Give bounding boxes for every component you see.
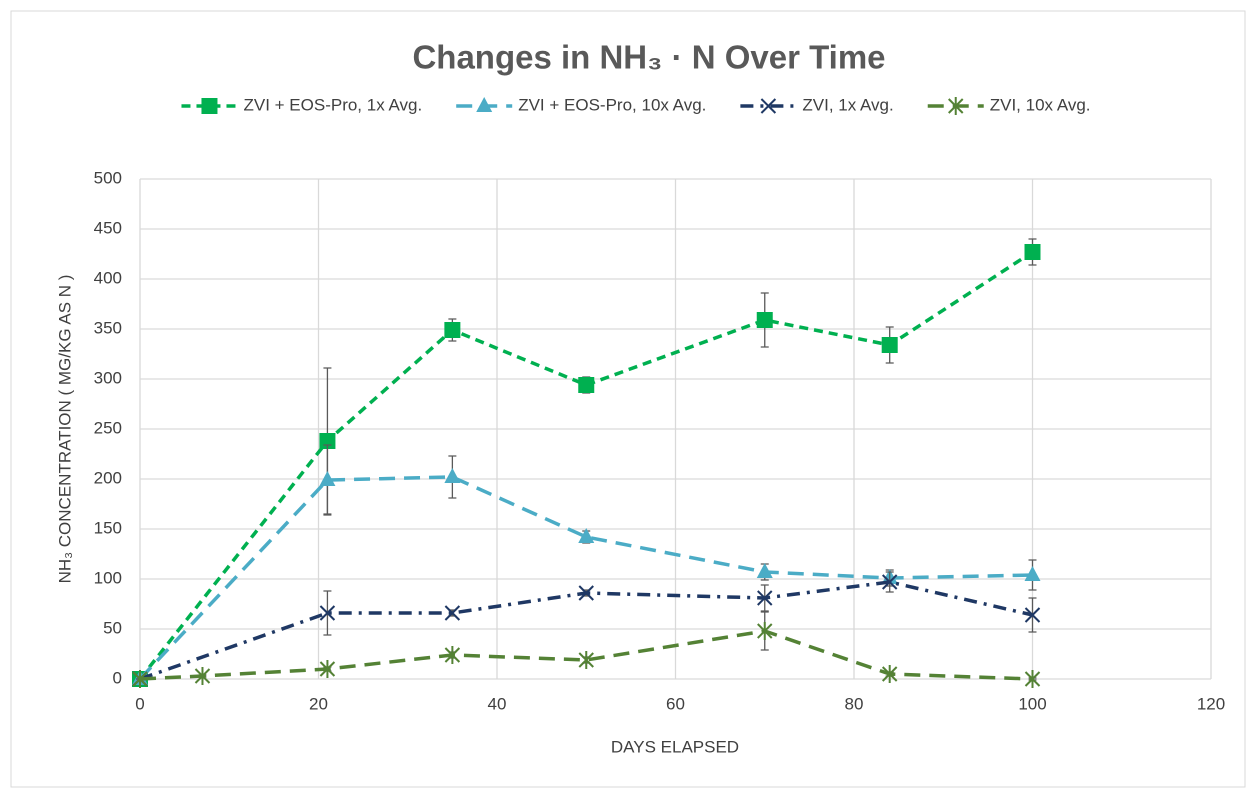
marker-shape [444,468,461,483]
marker-shape [444,322,461,338]
marker [194,667,211,685]
marker-shape [444,646,461,664]
marker [444,468,461,483]
marker-shape [881,574,898,590]
legend-label: ZVI, 1x Avg. [802,95,893,114]
marker [132,670,148,688]
marker-shape [1024,607,1041,623]
x-tick-label: 40 [488,694,507,713]
legend-item: ZVI + EOS-Pro, 10x Avg. [456,95,706,114]
marker-shape [1024,244,1041,260]
x-axis-label: DAYS ELAPSED [611,737,739,756]
chart-frame [10,10,1246,788]
y-tick-label: 0 [113,668,122,687]
marker [881,337,898,353]
chart-title: Changes in NH₃ · N Over Time [412,39,885,76]
marker-shape [476,97,493,112]
marker [757,622,773,640]
y-tick-label: 400 [94,268,122,287]
y-tick-label: 100 [94,568,122,587]
marker-shape [756,312,773,328]
marker-shape [1024,670,1041,688]
marker [756,563,773,578]
y-tick-label: 350 [94,318,122,337]
marker-shape [194,667,211,685]
legend-label: ZVI + EOS-Pro, 1x Avg. [243,95,422,114]
marker [476,97,493,112]
marker-shape [201,98,218,114]
marker [1024,566,1041,581]
x-tick-label: 60 [666,694,685,713]
x-tick-label: 80 [845,694,864,713]
marker-shape [757,590,773,606]
marker [1024,670,1041,688]
marker-shape [578,585,594,601]
marker-shape [578,528,595,543]
marker-shape [756,563,773,578]
marker-shape [881,337,898,353]
marker [881,574,898,590]
marker-shape [760,98,777,114]
x-tick-label: 100 [1018,694,1046,713]
x-tick-label: 120 [1197,694,1225,713]
marker [948,97,964,115]
y-tick-label: 150 [94,518,122,537]
y-tick-label: 200 [94,468,122,487]
marker [444,322,461,338]
legend-label: ZVI, 10x Avg. [990,95,1091,114]
marker [578,651,594,669]
marker [201,98,218,114]
y-tick-label: 250 [94,418,122,437]
marker-shape [319,605,336,621]
legend-item: ZVI, 10x Avg. [927,95,1091,115]
y-tick-label: 300 [94,368,122,387]
marker-shape [444,605,461,621]
y-tick-label: 50 [103,618,122,637]
marker [881,665,898,683]
marker [444,605,461,621]
marker [319,660,336,678]
legend: ZVI + EOS-Pro, 1x Avg. ZVI + EOS-Pro, 10x… [181,95,1091,115]
marker-shape [757,622,773,640]
y-tick-label: 450 [94,218,122,237]
marker [444,646,461,664]
marker [1024,244,1041,260]
marker [319,605,336,621]
marker-shape [578,377,595,393]
legend-item: ZVI + EOS-Pro, 1x Avg. [181,95,422,114]
marker-shape [319,471,336,486]
marker [757,590,773,606]
legend-item: ZVI, 1x Avg. [740,95,894,114]
x-tick-label: 0 [135,694,144,713]
marker [1024,607,1041,623]
marker-shape [132,670,148,688]
marker [578,528,595,543]
y-tick-label: 500 [94,168,122,187]
marker-shape [881,665,898,683]
marker [578,377,595,393]
marker [760,98,777,114]
marker [319,471,336,486]
marker [578,585,594,601]
x-tick-label: 20 [309,694,328,713]
marker-shape [948,97,964,115]
marker-shape [319,660,336,678]
marker [756,312,773,328]
legend-label: ZVI + EOS-Pro, 10x Avg. [518,95,706,114]
y-axis-label: NH₃ CONCENTRATION ( MG/KG AS N ) [55,275,74,584]
marker-shape [578,651,594,669]
marker-shape [1024,566,1041,581]
series-line [139,629,1033,681]
